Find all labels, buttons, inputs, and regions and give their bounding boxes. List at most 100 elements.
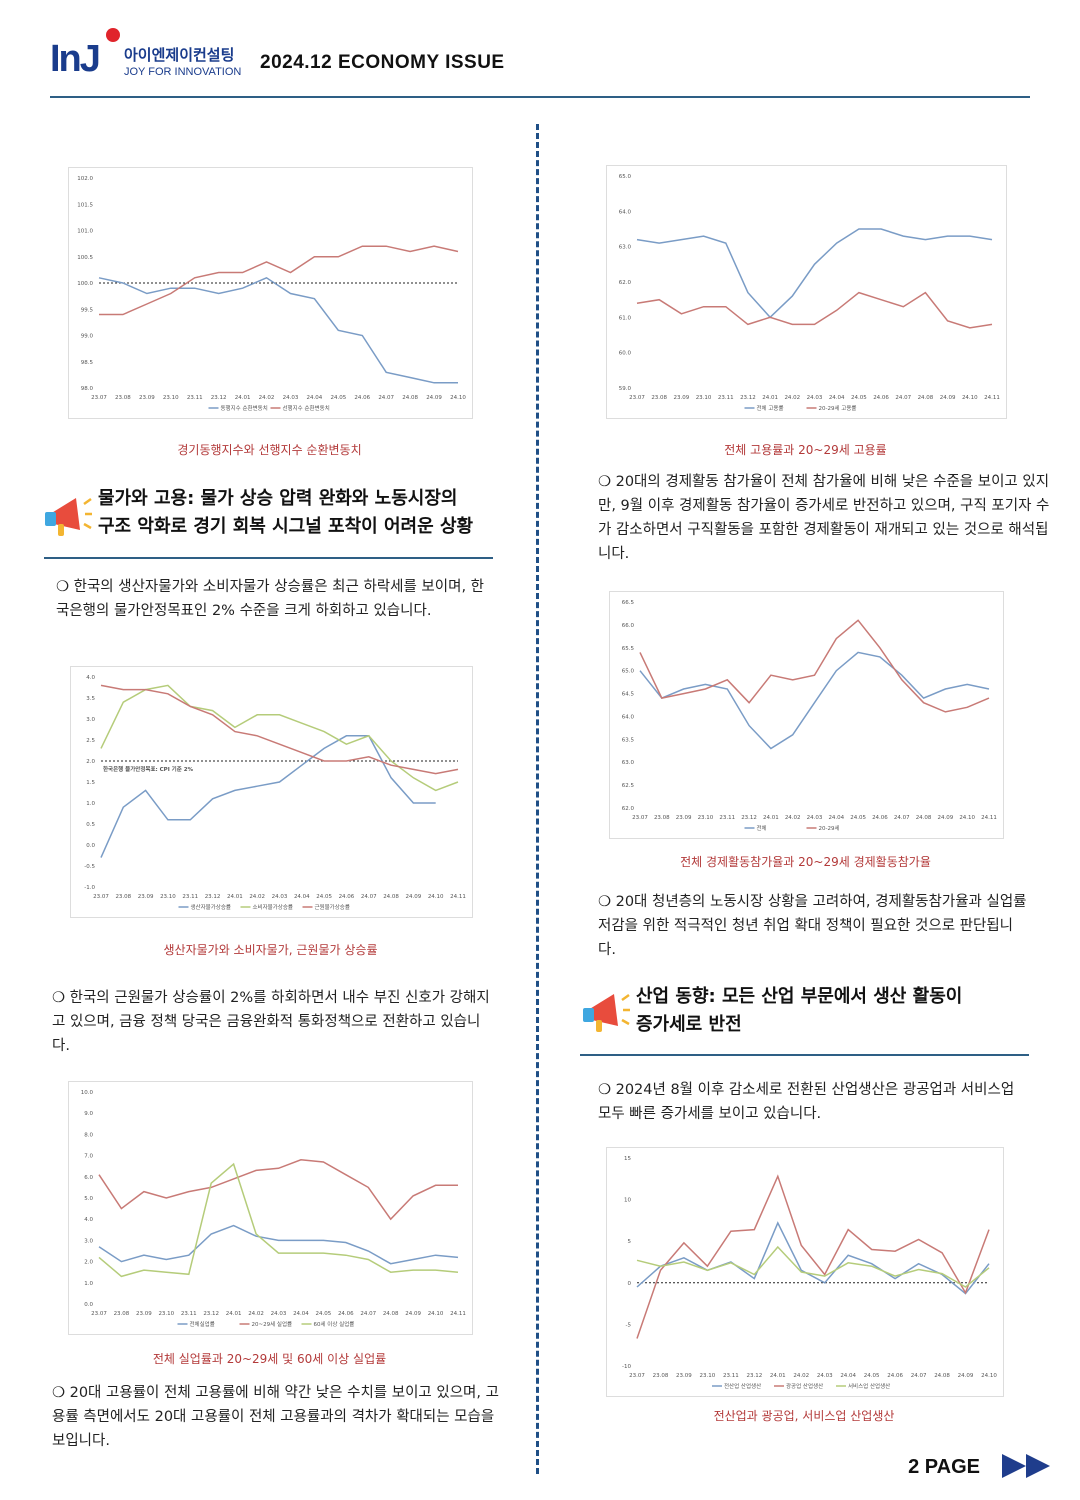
- y-tick-label: 6.0: [84, 1175, 93, 1181]
- x-tick-label: 24.07: [911, 1373, 927, 1379]
- series-line-1: [98, 1224, 459, 1265]
- y-tick-label: 63.0: [619, 245, 632, 251]
- legend-label: 20-29세: [819, 824, 840, 832]
- y-tick-label: -10: [622, 1364, 631, 1370]
- y-tick-label: 10: [624, 1198, 631, 1204]
- y-tick-label: 65.0: [622, 669, 635, 675]
- legend-label: 전산업 산업생산: [724, 1382, 761, 1390]
- x-tick-label: 23.11: [719, 815, 735, 821]
- y-tick-label: 61.0: [619, 315, 632, 321]
- series-line-2: [636, 291, 993, 329]
- y-tick-label: 102.0: [77, 176, 93, 182]
- x-tick-label: 24.07: [361, 894, 377, 900]
- x-tick-label: 24.05: [330, 395, 346, 401]
- y-tick-label: 65.5: [622, 646, 635, 652]
- legend-label: 선행지수 순환변동치: [283, 404, 330, 412]
- column-divider: [536, 124, 539, 1474]
- y-tick-label: 98.0: [81, 386, 94, 392]
- x-tick-label: 24.04: [293, 1311, 309, 1317]
- section-title-line-2: 증가세로 반전: [636, 1014, 742, 1035]
- y-tick-label: 1.0: [86, 801, 95, 807]
- x-tick-label: 23.09: [674, 395, 690, 401]
- series-line-2: [636, 1174, 990, 1339]
- x-tick-label: 24.09: [940, 395, 956, 401]
- x-tick-label: 23.10: [160, 894, 176, 900]
- chart-employment-rate: 59.0 60.0 61.0 62.0 63.0 64.0 65.0 23.07 23.08 23…: [606, 165, 1007, 419]
- x-tick-label: 24.08: [918, 395, 934, 401]
- series-line-3: [98, 1162, 459, 1278]
- caption-chart-4: 전체 고용률과 20~29세 고용률: [724, 443, 887, 457]
- x-tick-label: 24.01: [762, 395, 778, 401]
- x-tick-label: 23.07: [91, 1311, 107, 1317]
- x-tick-label: 23.12: [746, 1373, 762, 1379]
- series-line-2: [98, 1159, 458, 1221]
- y-tick-label: 7.0: [84, 1154, 93, 1160]
- paragraph-price-trend: ❍ 한국의 생산자물가와 소비자물가 상승률은 최근 하락세를 보이며, 한국은…: [56, 579, 484, 619]
- section-title-line-2: 구조 악화로 경기 회복 시그널 포착이 어려운 상황: [98, 516, 474, 537]
- megaphone-icon: [583, 993, 630, 1032]
- x-tick-label: 23.09: [139, 395, 155, 401]
- chart-unemployment: 0.0 1.0 2.0 3.0 4.0 5.0 6.0 7.0 8.0 9.0 10.0 23.07 2…: [68, 1081, 473, 1335]
- y-tick-label: 2.0: [86, 759, 95, 765]
- caption-chart-1: 경기동행지수와 선행지수 순환변동치: [177, 443, 362, 457]
- x-tick-label: 24.06: [873, 395, 889, 401]
- x-tick-label: 24.11: [984, 395, 1000, 401]
- x-tick-label: 23.08: [654, 815, 670, 821]
- x-tick-label: 24.09: [958, 1373, 974, 1379]
- x-tick-label: 23.08: [114, 1311, 130, 1317]
- x-tick-label: 24.07: [378, 395, 394, 401]
- y-tick-label: 60.0: [619, 351, 632, 357]
- legend-label: 동행지수 순환변동치: [221, 404, 268, 412]
- logo-mark: InJ: [50, 38, 101, 80]
- section-underline: [580, 1054, 1029, 1056]
- y-tick-label: 5: [628, 1239, 632, 1245]
- y-tick-label: 62.0: [622, 806, 635, 812]
- x-tick-label: 23.08: [653, 1373, 669, 1379]
- section-title-prices-employment: 물가와 고용: 물가 상승 압력 완화와 노동시장의 구조 악화로 경기 회복 …: [98, 485, 518, 541]
- x-tick-label: 23.07: [629, 1373, 645, 1379]
- issue-title: 2024.12 ECONOMY ISSUE: [260, 52, 505, 73]
- x-tick-label: 23.12: [205, 894, 221, 900]
- x-tick-label: 24.08: [934, 1373, 950, 1379]
- x-tick-label: 24.08: [916, 815, 932, 821]
- x-tick-label: 23.12: [203, 1311, 219, 1317]
- header-divider: [50, 96, 1030, 98]
- y-tick-label: 0.5: [86, 822, 95, 828]
- x-tick-label: 24.05: [850, 815, 866, 821]
- legend-label: 소비자물가상승률: [253, 903, 293, 911]
- y-tick-label: 65.0: [619, 174, 632, 180]
- chart-participation-rate: 62.0 62.5 63.0 63.5 64.0 64.5 65.0 65.5 66.0 66.5…: [609, 591, 1004, 839]
- series-line-1: [639, 651, 990, 750]
- next-page-arrows-icon: [1002, 1454, 1050, 1478]
- y-tick-label: 64.0: [622, 714, 635, 720]
- x-tick-label: 23.11: [182, 894, 198, 900]
- x-tick-label: 24.01: [770, 1373, 786, 1379]
- y-tick-label: 4.0: [86, 675, 95, 681]
- x-tick-label: 24.05: [864, 1373, 880, 1379]
- x-tick-label: 24.09: [938, 815, 954, 821]
- x-tick-label: 24.06: [338, 1311, 354, 1317]
- y-tick-label: 5.0: [84, 1196, 93, 1202]
- x-tick-label: 23.08: [651, 395, 667, 401]
- x-tick-label: 23.10: [700, 1373, 716, 1379]
- legend-label: 20~29세 실업률: [252, 1320, 293, 1328]
- paragraph-youth-policy: ❍ 20대 청년층의 노동시장 상황을 고려하여, 경제활동참가율과 실업률 저…: [598, 894, 1027, 958]
- y-tick-label: 64.5: [622, 692, 635, 698]
- caption-chart-2: 생산자물가와 소비자물가, 근원물가 상승률: [163, 943, 378, 957]
- series-line-1: [636, 1221, 990, 1295]
- x-tick-label: 23.11: [718, 395, 734, 401]
- x-tick-label: 24.02: [248, 1311, 264, 1317]
- legend-label: 전체: [757, 824, 767, 832]
- x-tick-label: 23.12: [740, 395, 756, 401]
- series-line-3: [100, 684, 459, 775]
- section-title-line-1: 산업 동향: 모든 산업 부문에서 생산 활동이: [636, 986, 963, 1007]
- x-tick-label: 24.06: [887, 1373, 903, 1379]
- x-tick-label: 24.04: [294, 894, 310, 900]
- x-tick-label: 24.09: [426, 395, 442, 401]
- x-tick-label: 24.04: [840, 1373, 856, 1379]
- section-title-industry: 산업 동향: 모든 산업 부문에서 생산 활동이 증가세로 반전: [636, 983, 1036, 1039]
- y-tick-label: 98.5: [81, 360, 94, 366]
- y-tick-label: 99.5: [81, 307, 94, 313]
- x-tick-label: 24.01: [763, 815, 779, 821]
- x-tick-label: 23.10: [163, 395, 179, 401]
